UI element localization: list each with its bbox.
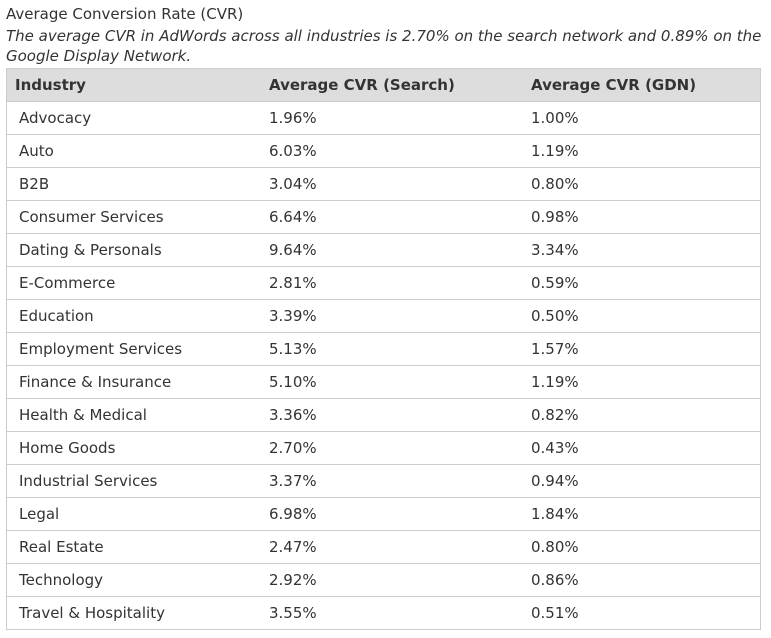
table-row: Education 3.39% 0.50% xyxy=(6,299,761,333)
cell-industry: Employment Services xyxy=(6,332,269,366)
cell-industry: Dating & Personals xyxy=(6,233,269,267)
table-header-row: Industry Average CVR (Search) Average CV… xyxy=(6,68,761,102)
table-row: Home Goods 2.70% 0.43% xyxy=(6,431,761,465)
cell-cvr-gdn: 0.50% xyxy=(531,299,761,333)
table-row: B2B 3.04% 0.80% xyxy=(6,167,761,201)
cell-cvr-search: 5.10% xyxy=(269,365,531,399)
cell-industry: Finance & Insurance xyxy=(6,365,269,399)
table-row: Legal 6.98% 1.84% xyxy=(6,497,761,531)
cell-cvr-gdn: 1.57% xyxy=(531,332,761,366)
table-row: Real Estate 2.47% 0.80% xyxy=(6,530,761,564)
cell-industry: Home Goods xyxy=(6,431,269,465)
cell-cvr-search: 6.03% xyxy=(269,134,531,168)
cell-cvr-search: 6.98% xyxy=(269,497,531,531)
cell-cvr-search: 2.47% xyxy=(269,530,531,564)
cell-industry: Advocacy xyxy=(6,101,269,135)
table-row: Employment Services 5.13% 1.57% xyxy=(6,332,761,366)
cell-cvr-gdn: 3.34% xyxy=(531,233,761,267)
cell-cvr-search: 3.55% xyxy=(269,596,531,630)
table-row: E-Commerce 2.81% 0.59% xyxy=(6,266,761,300)
cvr-table: Industry Average CVR (Search) Average CV… xyxy=(6,68,761,630)
cell-industry: E-Commerce xyxy=(6,266,269,300)
cell-cvr-gdn: 0.98% xyxy=(531,200,761,234)
table-row: Finance & Insurance 5.10% 1.19% xyxy=(6,365,761,399)
cell-cvr-gdn: 1.19% xyxy=(531,134,761,168)
cell-industry: Technology xyxy=(6,563,269,597)
cell-cvr-gdn: 1.84% xyxy=(531,497,761,531)
table-row: Advocacy 1.96% 1.00% xyxy=(6,101,761,135)
table-row: Auto 6.03% 1.19% xyxy=(6,134,761,168)
header-cvr-search: Average CVR (Search) xyxy=(269,68,531,102)
cell-cvr-search: 2.92% xyxy=(269,563,531,597)
table-row: Dating & Personals 9.64% 3.34% xyxy=(6,233,761,267)
caption-title: Average Conversion Rate (CVR) xyxy=(6,5,244,23)
cell-industry: Consumer Services xyxy=(6,200,269,234)
table-body: Advocacy 1.96% 1.00% Auto 6.03% 1.19% B2B 3.04%… xyxy=(6,101,761,630)
cell-cvr-search: 6.64% xyxy=(269,200,531,234)
header-industry: Industry xyxy=(6,68,269,102)
cell-industry: Travel & Hospitality xyxy=(6,596,269,630)
table-row: Health & Medical 3.36% 0.82% xyxy=(6,398,761,432)
cell-cvr-search: 2.81% xyxy=(269,266,531,300)
cell-cvr-search: 5.13% xyxy=(269,332,531,366)
table-caption: Average Conversion Rate (CVR) The averag… xyxy=(6,4,766,66)
cell-cvr-gdn: 0.80% xyxy=(531,530,761,564)
cell-cvr-gdn: 1.19% xyxy=(531,365,761,399)
table-row: Travel & Hospitality 3.55% 0.51% xyxy=(6,596,761,630)
cell-cvr-search: 1.96% xyxy=(269,101,531,135)
cell-cvr-search: 3.04% xyxy=(269,167,531,201)
table-row: Consumer Services 6.64% 0.98% xyxy=(6,200,761,234)
cell-industry: Real Estate xyxy=(6,530,269,564)
cell-cvr-gdn: 0.80% xyxy=(531,167,761,201)
cell-cvr-gdn: 0.51% xyxy=(531,596,761,630)
cell-cvr-gdn: 0.94% xyxy=(531,464,761,498)
cell-industry: Education xyxy=(6,299,269,333)
cell-industry: Industrial Services xyxy=(6,464,269,498)
cell-cvr-search: 2.70% xyxy=(269,431,531,465)
cell-industry: Auto xyxy=(6,134,269,168)
cell-cvr-search: 3.37% xyxy=(269,464,531,498)
caption-description: The average CVR in AdWords across all in… xyxy=(6,27,762,65)
cell-cvr-gdn: 0.59% xyxy=(531,266,761,300)
cell-cvr-search: 3.36% xyxy=(269,398,531,432)
table-row: Industrial Services 3.37% 0.94% xyxy=(6,464,761,498)
cell-industry: B2B xyxy=(6,167,269,201)
cell-cvr-gdn: 0.82% xyxy=(531,398,761,432)
cell-industry: Legal xyxy=(6,497,269,531)
cell-industry: Health & Medical xyxy=(6,398,269,432)
cell-cvr-gdn: 0.43% xyxy=(531,431,761,465)
cell-cvr-search: 9.64% xyxy=(269,233,531,267)
cell-cvr-gdn: 0.86% xyxy=(531,563,761,597)
cell-cvr-search: 3.39% xyxy=(269,299,531,333)
table-row: Technology 2.92% 0.86% xyxy=(6,563,761,597)
header-cvr-gdn: Average CVR (GDN) xyxy=(531,68,761,102)
cell-cvr-gdn: 1.00% xyxy=(531,101,761,135)
